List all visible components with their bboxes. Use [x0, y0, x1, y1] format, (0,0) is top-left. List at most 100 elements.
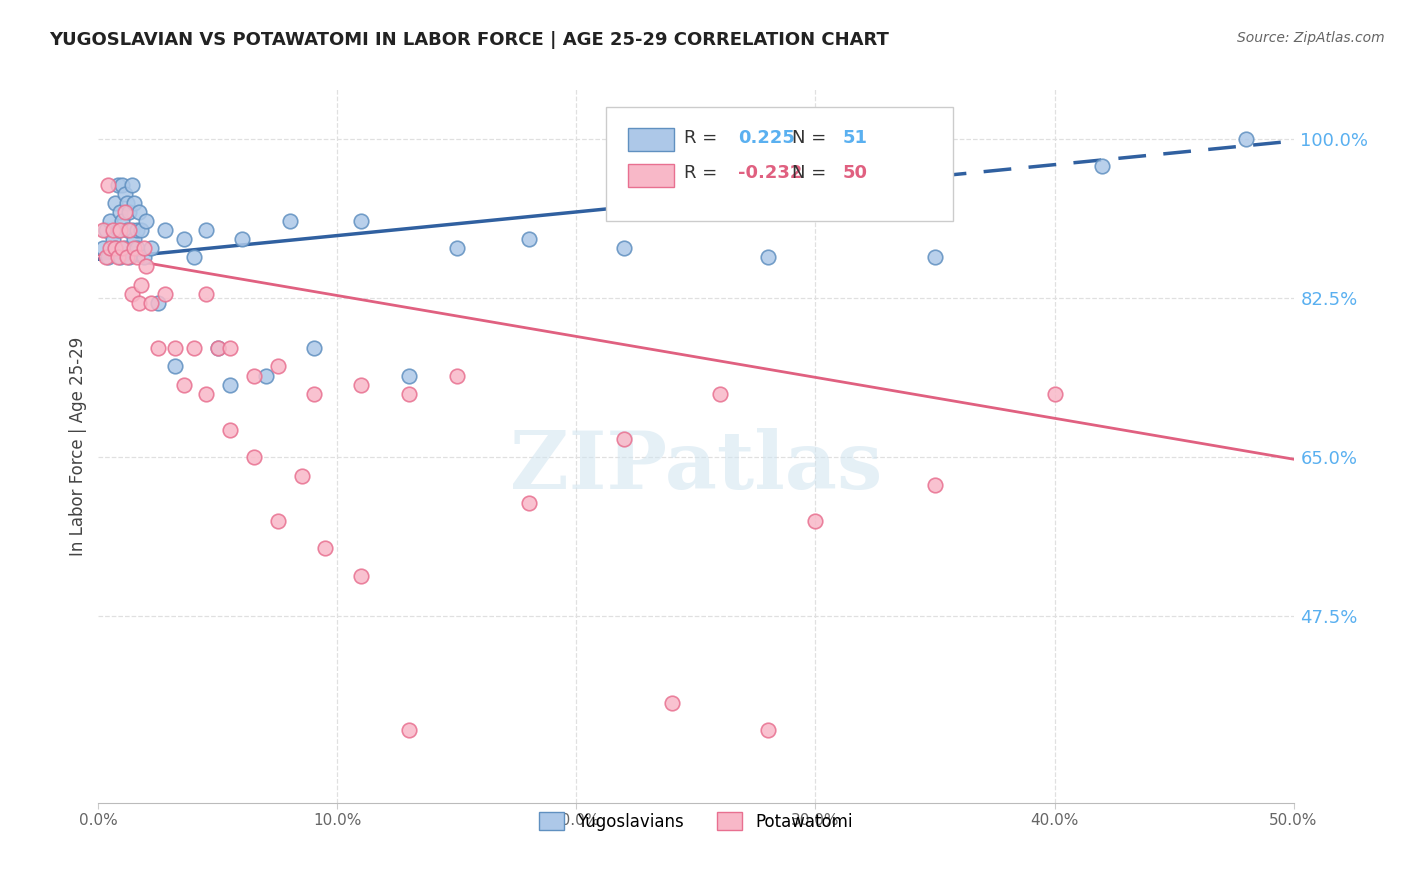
Point	[195, 286, 218, 301]
Point	[613, 241, 636, 255]
Point	[195, 223, 218, 237]
Text: Source: ZipAtlas.com: Source: ZipAtlas.com	[1237, 31, 1385, 45]
Point	[183, 341, 205, 355]
Point	[91, 241, 114, 255]
Point	[94, 223, 117, 237]
Point	[108, 223, 131, 237]
Point	[302, 386, 325, 401]
Point	[101, 223, 124, 237]
Point	[350, 568, 373, 582]
Point	[517, 496, 540, 510]
Point	[243, 368, 266, 383]
Point	[183, 251, 205, 265]
Point	[1234, 132, 1257, 146]
Point	[924, 251, 946, 265]
Point	[207, 341, 229, 355]
Point	[804, 514, 827, 528]
Point	[121, 286, 143, 301]
Point	[104, 241, 127, 255]
Point	[219, 341, 242, 355]
FancyBboxPatch shape	[628, 164, 675, 187]
Point	[94, 251, 117, 265]
Point	[124, 241, 146, 255]
Point	[231, 232, 253, 246]
Point	[219, 377, 242, 392]
Point	[118, 251, 141, 265]
Point	[124, 195, 146, 210]
Point	[254, 368, 277, 383]
Point	[267, 514, 290, 528]
Y-axis label: In Labor Force | Age 25-29: In Labor Force | Age 25-29	[69, 336, 87, 556]
Point	[118, 223, 141, 237]
Point	[114, 241, 136, 255]
Text: N =: N =	[792, 164, 831, 182]
Point	[121, 223, 143, 237]
Point	[101, 232, 124, 246]
Point	[111, 214, 134, 228]
Point	[98, 241, 122, 255]
Point	[111, 178, 134, 192]
Text: R =: R =	[685, 164, 723, 182]
Point	[1091, 160, 1114, 174]
Point	[661, 696, 683, 710]
Text: 51: 51	[844, 128, 868, 146]
Point	[108, 205, 131, 219]
Point	[104, 241, 127, 255]
Point	[114, 205, 136, 219]
Point	[219, 423, 242, 437]
Point	[173, 377, 195, 392]
Point	[139, 241, 162, 255]
Point	[148, 341, 170, 355]
Point	[108, 251, 131, 265]
Point	[756, 251, 779, 265]
Text: R =: R =	[685, 128, 723, 146]
Point	[315, 541, 337, 556]
Point	[114, 186, 136, 201]
Point	[97, 251, 120, 265]
Point	[132, 251, 155, 265]
Point	[139, 295, 162, 310]
Point	[125, 241, 148, 255]
Point	[446, 368, 468, 383]
Point	[111, 241, 134, 255]
Point	[132, 241, 155, 255]
Point	[398, 386, 420, 401]
Point	[97, 178, 120, 192]
Point	[613, 432, 636, 446]
Point	[91, 223, 114, 237]
Point	[350, 377, 373, 392]
Point	[135, 260, 157, 274]
Point	[155, 223, 177, 237]
Point	[291, 468, 314, 483]
Point	[107, 223, 129, 237]
Point	[107, 251, 129, 265]
Point	[115, 195, 138, 210]
Point	[131, 277, 153, 292]
Point	[98, 214, 122, 228]
Point	[104, 195, 127, 210]
Point	[163, 341, 186, 355]
Point	[398, 723, 420, 737]
Point	[398, 368, 420, 383]
Point	[267, 359, 290, 374]
Point	[207, 341, 229, 355]
FancyBboxPatch shape	[606, 107, 953, 221]
Point	[148, 295, 170, 310]
Point	[118, 205, 141, 219]
Point	[243, 450, 266, 465]
Legend: Yugoslavians, Potawatomi: Yugoslavians, Potawatomi	[533, 805, 859, 838]
Point	[1043, 386, 1066, 401]
Text: -0.232: -0.232	[738, 164, 803, 182]
Point	[302, 341, 325, 355]
Text: 50: 50	[844, 164, 868, 182]
Point	[131, 223, 153, 237]
Point	[128, 205, 150, 219]
Text: ZIPatlas: ZIPatlas	[510, 428, 882, 507]
Point	[128, 295, 150, 310]
Point	[709, 386, 731, 401]
Text: N =: N =	[792, 128, 831, 146]
Point	[125, 223, 148, 237]
Text: YUGOSLAVIAN VS POTAWATOMI IN LABOR FORCE | AGE 25-29 CORRELATION CHART: YUGOSLAVIAN VS POTAWATOMI IN LABOR FORCE…	[49, 31, 889, 49]
Point	[195, 386, 218, 401]
Point	[121, 178, 143, 192]
